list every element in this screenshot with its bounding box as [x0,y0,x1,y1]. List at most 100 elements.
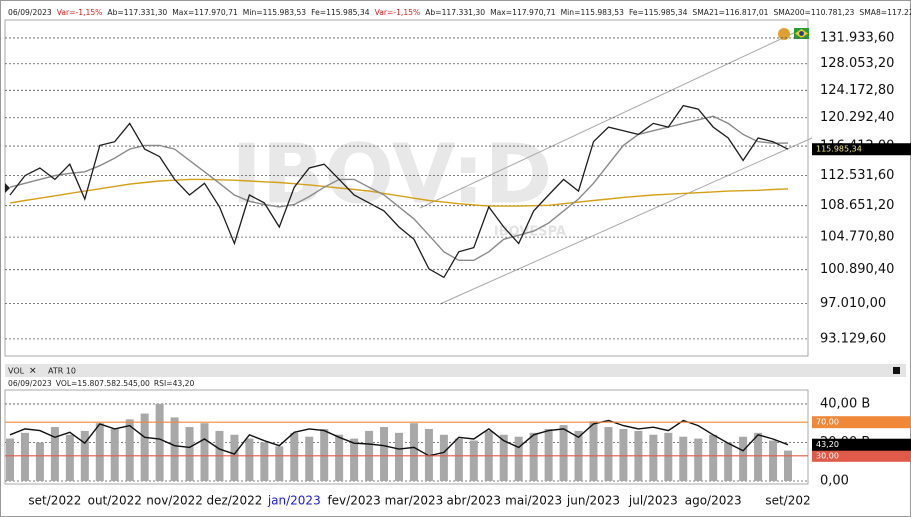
volume-bar [409,423,418,481]
info-item: Fe=115.985,34 [629,8,688,17]
volume-bar [230,434,239,481]
info-item: Max=117.970,71 [172,8,238,17]
volume-bar [110,428,119,481]
volume-bar [664,432,673,481]
volume-bar [95,423,104,481]
volume-bar [380,427,389,481]
info-item: 06/09/2023 [8,8,52,17]
volume-bar [290,432,299,481]
y-tick-label: 131.933,60 [820,30,894,45]
watermark: IBOV:D [231,127,552,222]
x-tick-label: mai/2023 [505,494,562,508]
indicator-info: 06/09/2023 [8,379,52,388]
y-tick-label: 93.129,60 [820,331,886,346]
scroll-arrow[interactable] [5,183,10,193]
volume-bar [694,438,703,481]
volume-bar [20,432,29,481]
x-tick-label: mar/2023 [385,494,444,508]
volume-bar [320,428,329,481]
level-tag [812,416,911,429]
volume-bar [350,438,359,481]
volume-bar [514,436,523,481]
volume-bar [454,438,463,481]
volume-bar [185,427,194,481]
y-tick-label: 104.770,80 [820,230,894,245]
x-tick-label: dez/2022 [206,494,262,508]
volume-bar [200,423,209,481]
volume-bar [6,438,14,481]
y-tick-label: 124.172,80 [820,83,894,98]
x-tick-label: jun/2023 [566,494,620,508]
volume-bar [769,440,778,481]
price-line [9,115,789,261]
volume-bar [305,436,314,481]
y-tick-label: 0,00 [820,474,849,489]
icon[interactable] [778,28,790,40]
volume-bar [439,434,448,481]
info-item: Var=-1,15% [375,8,421,17]
volume-bar [649,434,658,481]
rsi-line [9,419,789,457]
x-tick-label: jul/2023 [628,494,678,508]
x-tick-label: set/202 [765,494,810,508]
y2-tick-label: 30,00 [816,451,839,460]
volume-bar [125,419,134,481]
info-item: Var=-1,15% [57,8,103,17]
tab[interactable]: VOL [8,367,25,376]
y-tick-label: 120.292,40 [820,110,894,125]
price-line [9,104,789,279]
volume-bar [65,434,74,481]
volume-bar [469,440,478,481]
price-tag-label: 115.985,34 [816,145,862,154]
volume-bar [604,427,613,481]
volume-bar [35,442,44,481]
volume-bar [424,428,433,481]
volume-bar [589,421,598,481]
y-tick-label: 97.010,00 [820,296,886,311]
y-tick-label: 40,00 B [820,396,870,411]
volume-bar [155,403,164,481]
volume-bar [709,434,718,481]
tab-bar [5,364,906,377]
volume-bar [275,446,284,481]
rsi-tag-label: 43,20 [816,440,839,449]
y-tick-label: 100.890,40 [820,262,894,277]
price-line [9,178,789,207]
maximize-icon[interactable] [893,367,900,374]
y-tick-label: 128.053,20 [820,56,894,71]
info-item: SMA200=110.781,23 [773,8,854,17]
info-item: SMA8=117.223,46 [859,8,911,17]
y2-tick-label: 70,00 [816,418,839,427]
info-item: Min=115.983,53 [561,8,624,17]
indicator-info: RSI=43,20 [154,379,195,388]
x-tick-label: fev/2023 [327,494,380,508]
tab[interactable]: ATR 10 [48,367,76,376]
indicator-info: VOL=15.807.582.545,00 [56,379,150,388]
volume-bar [724,442,733,481]
info-item: Ab=117.331,30 [107,8,167,17]
volume-bar [739,436,748,481]
x-tick-label: ago/2023 [685,494,742,508]
x-tick-label: nov/2022 [146,494,203,508]
info-item: Min=115.983,53 [243,8,306,17]
volume-bar [260,442,269,481]
volume-bar [544,428,553,481]
level-tag [812,449,911,462]
volume-bar [754,432,763,481]
channel-line [419,29,801,209]
x-tick-label: abr/2023 [447,494,502,508]
volume-bar [619,428,628,481]
y-tick-label: 112.531,60 [820,168,894,183]
info-item: SMA21=116.817,01 [692,8,768,17]
info-item: Ab=117.331,30 [425,8,485,17]
info-item: Fe=115.985,34 [311,8,370,17]
x-tick-label: set/2022 [28,494,81,508]
close-icon[interactable]: ✕ [29,367,37,377]
volume-bar [499,434,508,481]
rsi-tag [812,438,911,451]
volume-bar [784,450,792,481]
volume-bar [529,432,538,481]
channel-line [439,137,813,305]
volume-bar [170,417,179,481]
